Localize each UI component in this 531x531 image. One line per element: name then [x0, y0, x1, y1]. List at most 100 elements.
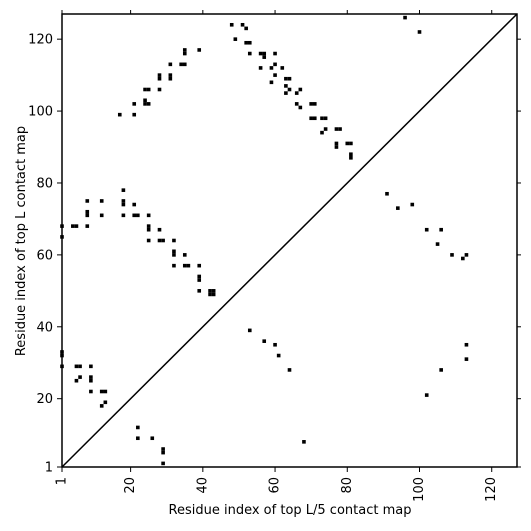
contact-point	[132, 102, 137, 106]
contact-point	[74, 378, 79, 383]
contact-point	[439, 227, 443, 232]
x-axis-ticks: 1 20 40 60 80 100 120	[55, 10, 499, 502]
contact-point	[136, 213, 140, 218]
contact-point	[294, 91, 299, 95]
contact-point	[161, 447, 165, 451]
contact-point	[287, 76, 292, 81]
contact-point	[320, 130, 324, 135]
contact-point	[132, 112, 137, 117]
diagonal-line	[61, 13, 518, 468]
contact-point	[197, 274, 202, 279]
contact-point	[284, 91, 288, 95]
contact-point	[172, 263, 176, 268]
y-tick-label: 120	[28, 33, 53, 48]
contact-point	[161, 461, 165, 466]
contact-point	[132, 213, 137, 218]
contact-point	[60, 350, 64, 354]
contact-point	[161, 238, 165, 243]
contact-point	[71, 224, 75, 228]
contact-point	[186, 263, 191, 268]
contact-point	[146, 227, 151, 232]
contact-point	[172, 238, 176, 243]
contact-point	[103, 389, 108, 394]
contact-point	[161, 450, 165, 455]
contact-point	[157, 227, 162, 232]
contact-point	[85, 213, 90, 218]
y-tick-label: 20	[36, 392, 53, 407]
contact-point	[197, 289, 202, 293]
contact-point	[262, 51, 267, 56]
x-tick-label: 80	[340, 477, 355, 494]
contact-point	[244, 26, 248, 31]
contact-point	[197, 48, 202, 52]
contact-point	[99, 199, 104, 203]
contact-point	[89, 389, 93, 394]
contact-point	[89, 378, 93, 383]
contact-point	[211, 289, 216, 293]
contact-point	[89, 364, 93, 369]
contact-point	[464, 253, 469, 257]
contact-point	[385, 191, 389, 196]
contact-point	[157, 87, 162, 92]
contact-point	[294, 102, 299, 106]
contact-point	[229, 22, 234, 27]
contact-point	[233, 37, 238, 41]
contact-point	[168, 76, 173, 81]
contact-point	[287, 368, 292, 372]
contact-point	[276, 353, 281, 358]
contact-point	[334, 145, 339, 149]
contact-point	[121, 199, 126, 203]
contact-point	[179, 62, 183, 67]
contact-point	[410, 202, 415, 207]
contact-point	[172, 249, 176, 254]
contact-point	[464, 357, 469, 361]
contact-point	[312, 116, 317, 121]
contact-point	[99, 404, 104, 408]
contact-point	[143, 87, 147, 92]
contact-point	[146, 224, 151, 228]
contact-point	[334, 141, 339, 146]
contact-point	[85, 199, 90, 203]
contact-point	[121, 202, 126, 207]
contact-point	[284, 76, 288, 81]
contact-point	[435, 242, 440, 246]
contact-point	[103, 400, 108, 405]
contact-point	[312, 102, 317, 106]
contact-point	[89, 375, 93, 379]
contact-point	[273, 62, 277, 67]
contact-point	[60, 353, 64, 358]
contact-point	[60, 235, 64, 239]
contact-point	[349, 156, 353, 160]
contact-point	[302, 440, 306, 444]
contact-point	[197, 278, 202, 282]
y-axis-label: Residue index of top L contact map	[14, 126, 29, 356]
contact-point	[143, 102, 147, 106]
contact-point	[60, 224, 64, 228]
contact-point	[240, 22, 245, 27]
contact-point	[244, 40, 248, 45]
plot-area	[61, 13, 518, 468]
x-tick-label: 1	[55, 477, 70, 485]
contact-point	[146, 213, 151, 218]
contact-point	[157, 238, 162, 243]
contact-point	[450, 253, 454, 257]
contact-point	[168, 73, 173, 77]
contact-point	[424, 393, 429, 397]
contact-point	[338, 127, 342, 131]
contact-point	[320, 116, 324, 121]
x-tick-label: 60	[268, 477, 283, 494]
contact-point	[309, 102, 313, 106]
y-tick-label: 60	[36, 248, 53, 263]
contact-point	[208, 292, 212, 297]
contact-point	[280, 66, 285, 70]
contact-point	[136, 425, 140, 430]
contact-point	[273, 73, 277, 77]
contact-point	[417, 30, 422, 34]
x-tick-label: 40	[195, 477, 210, 494]
contact-point	[247, 40, 252, 45]
y-tick-label: 100	[28, 105, 53, 120]
contact-point	[323, 116, 328, 121]
contact-point	[78, 364, 82, 369]
